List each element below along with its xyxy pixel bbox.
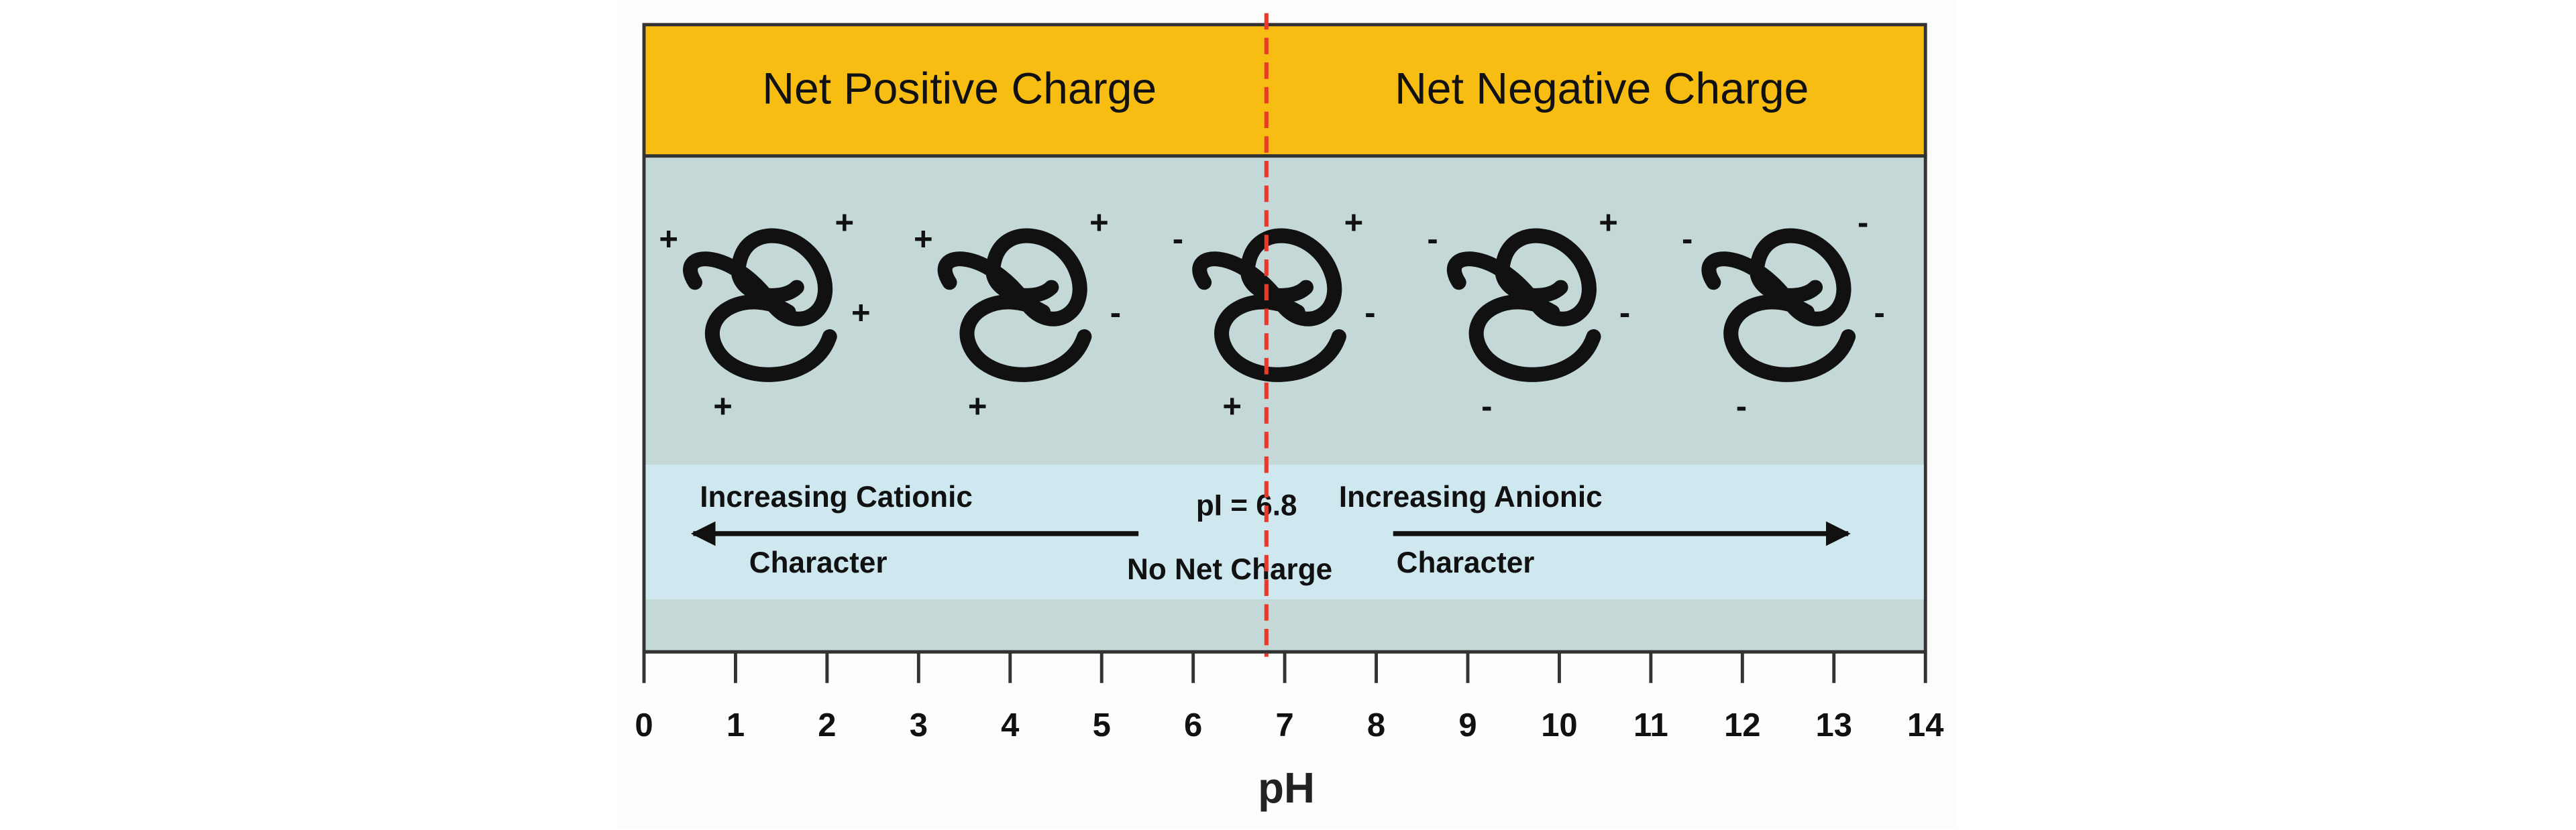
cationic-label: Increasing Cationic [700,481,973,514]
protein-icon [1701,228,1856,382]
tick-label: 4 [1001,707,1019,744]
charge-sign: + [968,389,987,425]
charge-sign: + [851,295,871,331]
charge-sign: - [1874,295,1884,331]
charge-sign: + [1344,204,1364,241]
tick-label: 9 [1458,707,1477,744]
pi-label: pI = 6.8 [1196,489,1297,522]
charge-sign: - [1736,389,1747,425]
tick-label: 12 [1724,707,1760,744]
charge-sign: + [914,221,933,257]
header-left: Net Positive Charge [762,64,1157,114]
pi-note: No Net Charge [1127,553,1332,586]
charge-sign: - [1619,295,1630,331]
anionic-label: Increasing Anionic [1339,481,1603,514]
charge-sign: + [1599,204,1618,241]
tick-label: 3 [910,707,928,744]
charge-sign: + [1222,389,1242,425]
tick-label: 7 [1275,707,1293,744]
tick-label: 14 [1907,707,1943,744]
tick-label: 10 [1541,707,1577,744]
tick-label: 6 [1184,707,1202,744]
charge-sign: - [1481,389,1492,425]
cationic-label: Character [749,546,888,579]
tick-label: 2 [818,707,836,744]
tick-label: 0 [635,707,653,744]
charge-sign: - [1364,295,1375,331]
charge-sign: + [1089,204,1109,241]
tick-label: 13 [1816,707,1852,744]
charge-sign: - [1858,204,1868,241]
charge-sign: - [1427,221,1438,257]
protein-icon [937,228,1092,382]
charge-sign: + [713,389,733,425]
dynamic-layer: 0 1 2 3 4 5 6 7 8 9 10 11 12 13 14+ ++++ +-+- +-+- +--- --- [635,13,1943,744]
protein-icon [1192,228,1346,382]
header-right: Net Negative Charge [1395,64,1809,114]
charge-sign: - [1110,295,1121,331]
axis-label: pH [1258,764,1315,812]
charge-sign: + [659,221,678,257]
tick-label: 5 [1093,707,1111,744]
header-band [642,23,1927,158]
tick-label: 8 [1367,707,1385,744]
protein-icon [1446,228,1601,382]
protein-icon [683,228,837,382]
tick-label: 11 [1633,707,1668,744]
tick-label: 1 [727,707,745,744]
charge-sign: + [835,204,854,241]
charge-sign: - [1173,221,1183,257]
anionic-label: Character [1397,546,1535,579]
charge-sign: - [1682,221,1693,257]
